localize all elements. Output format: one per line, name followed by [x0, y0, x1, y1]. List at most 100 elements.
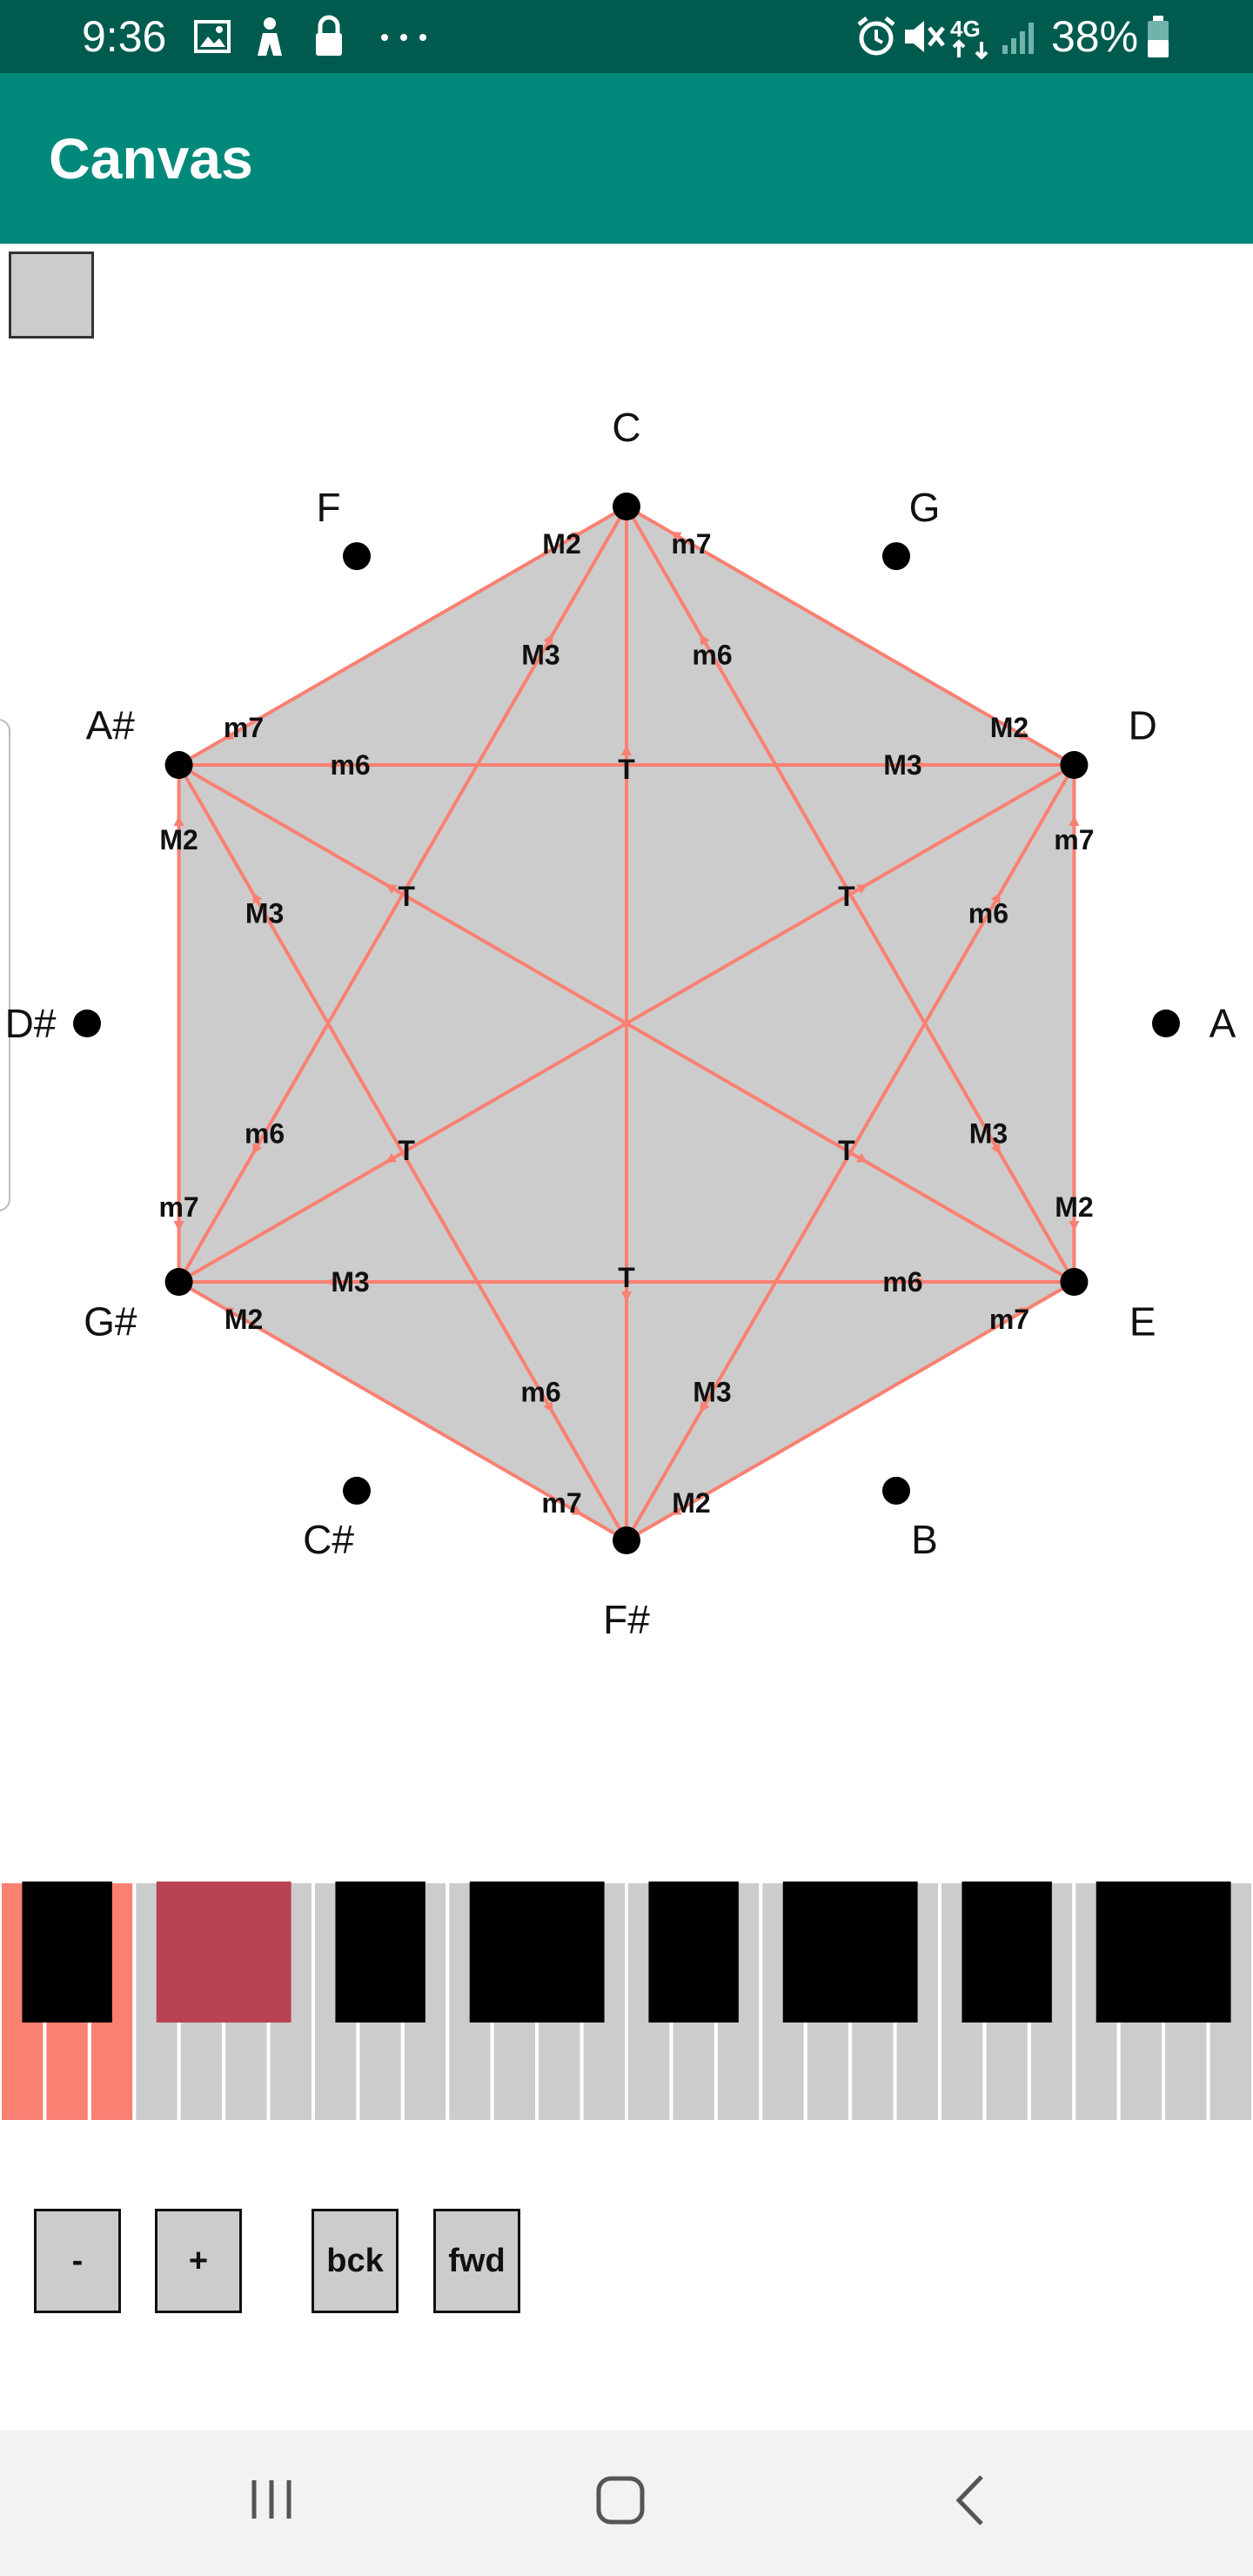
plus-button[interactable]: + [155, 2209, 242, 2313]
home-icon[interactable] [590, 2470, 651, 2531]
black-key[interactable] [1006, 1882, 1052, 2023]
interval-label: m6 [245, 1117, 285, 1149]
interval-label: M3 [883, 749, 921, 781]
interval-label: m6 [882, 1266, 922, 1298]
note-wheel[interactable]: M2 m7 M2 m7 M2 m7 M2 m7 M2 m7 M2 m7 M3 m6 M3 m6 M3 m6 M3 m6… [0, 0, 1253, 1741]
note-dot-a[interactable] [1152, 1010, 1180, 1037]
person-icon [258, 17, 282, 56]
note-label-d: D [1129, 703, 1157, 748]
black-key[interactable] [245, 1882, 291, 2023]
note-label-f-sharp: F# [603, 1597, 650, 1642]
note-dot-f[interactable] [343, 542, 371, 571]
interval-label: m7 [671, 528, 711, 560]
interval-label: M3 [969, 1117, 1008, 1149]
interval-label: M2 [990, 712, 1029, 743]
status-time: 9:36 [82, 12, 167, 61]
note-dot-c-sharp[interactable] [343, 1476, 371, 1505]
black-key[interactable] [514, 1882, 560, 2023]
black-key[interactable] [1185, 1882, 1231, 2023]
interval-label: M2 [159, 824, 198, 855]
black-key[interactable] [335, 1882, 381, 2023]
app-title: Canvas [49, 126, 253, 191]
note-dot-c[interactable] [613, 493, 640, 520]
note-dot-d-sharp[interactable] [73, 1010, 101, 1037]
app-bar: Canvas [0, 73, 1253, 244]
interval-label: T [618, 754, 635, 785]
svg-text:4G: 4G [950, 16, 981, 42]
interval-line-a-sharp-c [178, 505, 628, 767]
interval-line-c-d [625, 505, 1075, 767]
note-label-c-sharp: C# [303, 1517, 354, 1562]
black-key[interactable] [962, 1882, 1008, 2023]
interval-label: M3 [245, 898, 284, 929]
interval-line-e-a-sharp [178, 763, 1075, 1284]
black-key[interactable] [782, 1882, 828, 2023]
black-key[interactable] [66, 1882, 112, 2023]
minus-button[interactable]: - [34, 2209, 121, 2313]
note-dot-f-sharp[interactable] [613, 1526, 640, 1554]
note-label-c: C [612, 405, 640, 450]
note-dot-d[interactable] [1060, 751, 1089, 779]
black-key[interactable] [379, 1882, 425, 2023]
lock-icon [316, 15, 342, 56]
back-step-button[interactable]: bck [312, 2209, 399, 2313]
note-dot-g-sharp[interactable] [164, 1268, 193, 1296]
interval-label: M2 [1055, 1191, 1093, 1223]
interval-label: m6 [330, 749, 370, 781]
navigation-bar [0, 2430, 1253, 2576]
recent-apps-icon[interactable] [244, 2472, 299, 2527]
note-dot-b[interactable] [882, 1476, 910, 1505]
note-label-g-sharp: G# [84, 1299, 137, 1345]
black-key[interactable] [22, 1882, 68, 2023]
black-key[interactable] [469, 1882, 515, 2023]
note-label-a-sharp: A# [86, 703, 136, 748]
interval-label: T [838, 881, 855, 912]
color-swatch[interactable] [9, 252, 94, 339]
battery-percent: 38% [1051, 12, 1139, 61]
black-key[interactable] [828, 1882, 874, 2023]
piano-keyboard[interactable] [0, 1882, 1253, 2122]
interval-label: m6 [968, 898, 1008, 929]
interval-label: m7 [1054, 824, 1094, 855]
black-key[interactable] [1141, 1882, 1187, 2023]
black-key[interactable] [872, 1882, 918, 2023]
interval-label: M2 [224, 1304, 263, 1335]
note-label-d-sharp: D# [5, 1001, 57, 1046]
interval-label: M2 [672, 1487, 710, 1519]
black-key[interactable] [1096, 1882, 1142, 2023]
interval-label: T [838, 1135, 855, 1166]
note-dot-e[interactable] [1060, 1268, 1089, 1296]
black-key[interactable] [559, 1882, 605, 2023]
note-dot-g[interactable] [882, 542, 910, 571]
interval-line-f-sharp-g-sharp [178, 1280, 628, 1542]
alarm-icon [857, 17, 895, 56]
image-icon [194, 20, 231, 53]
interval-label: m7 [158, 1191, 198, 1223]
interval-label: M3 [693, 1376, 731, 1407]
interval-label: M3 [521, 640, 559, 671]
interval-label: T [618, 1262, 635, 1293]
forward-step-button[interactable]: fwd [433, 2209, 520, 2313]
note-label-e: E [1129, 1299, 1156, 1345]
black-key[interactable] [201, 1882, 247, 2023]
note-label-b: B [911, 1517, 938, 1562]
interval-label: m6 [692, 640, 732, 671]
interval-label: m7 [989, 1304, 1029, 1335]
signal-icon [1002, 23, 1034, 54]
mute-icon [905, 21, 945, 52]
status-bar: 9:36 4G 38% [0, 0, 1253, 73]
interval-label: m7 [224, 712, 264, 743]
4g-lte-icon: 4G [950, 16, 988, 59]
interval-label: M3 [331, 1266, 369, 1298]
black-key[interactable] [693, 1882, 739, 2023]
note-dot-a-sharp[interactable] [164, 751, 193, 779]
interval-label: m6 [520, 1376, 560, 1407]
back-icon[interactable] [945, 2470, 997, 2531]
note-label-a: A [1209, 1001, 1236, 1046]
interval-label: T [398, 881, 415, 912]
interval-label: T [398, 1135, 415, 1166]
interval-label: M2 [542, 528, 580, 560]
black-key[interactable] [156, 1882, 202, 2023]
black-key[interactable] [648, 1882, 694, 2023]
interval-label: m7 [541, 1487, 581, 1519]
